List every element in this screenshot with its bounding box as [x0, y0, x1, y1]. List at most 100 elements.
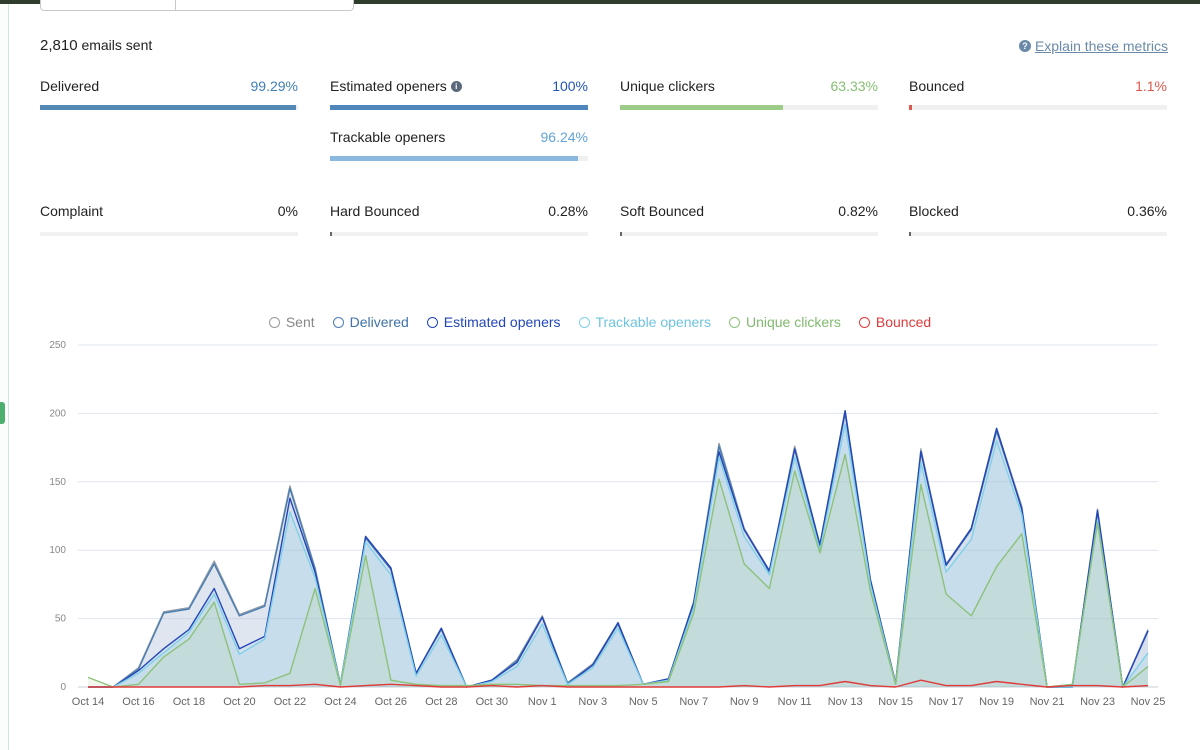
legend-item-sent[interactable]: Sent — [268, 314, 315, 330]
x-tick-label: Nov 13 — [828, 696, 863, 708]
metric-value: 0% — [277, 203, 298, 219]
metric-label: Hard Bounced — [330, 203, 420, 219]
x-tick-label: Nov 17 — [929, 696, 964, 708]
metric-track — [620, 232, 878, 236]
legend-item-trackable-openers[interactable]: Trackable openers — [578, 314, 711, 330]
metric-fill — [330, 156, 579, 161]
metric-delivered: Delivered 99.29% — [40, 77, 298, 110]
x-tick-label: Nov 5 — [629, 696, 658, 708]
series-line-trackable-openers — [88, 423, 1149, 688]
x-tick-label: Oct 26 — [375, 696, 407, 708]
legend-item-unique-clickers[interactable]: Unique clickers — [728, 314, 841, 330]
legend-marker — [578, 316, 590, 328]
tab-group[interactable] — [40, 0, 354, 11]
metric-value: 96.24% — [540, 129, 588, 145]
metric-hard-bounced: Hard Bounced 0.28% — [330, 202, 588, 236]
x-tick-label: Nov 7 — [679, 696, 708, 708]
metric-label: Trackable openers — [330, 129, 446, 145]
legend-label: Sent — [285, 314, 315, 330]
metric-label: Soft Bounced — [620, 203, 705, 219]
x-tick-label: Nov 3 — [578, 696, 607, 708]
emails-sent-count: 2,810 — [40, 37, 78, 54]
legend-marker — [858, 316, 870, 328]
metric-value: 1.1% — [1135, 78, 1167, 94]
metric-fill — [909, 232, 911, 236]
legend-label: Delivered — [349, 314, 409, 330]
x-tick-label: Oct 30 — [476, 696, 508, 708]
metric-track — [909, 232, 1167, 236]
metric-track — [330, 105, 588, 110]
legend-label: Unique clickers — [745, 314, 841, 330]
metric-track — [909, 105, 1167, 110]
x-tick-label: Nov 11 — [778, 696, 812, 708]
metric-blocked: Blocked 0.36% — [909, 202, 1167, 236]
metric-fill — [330, 232, 332, 236]
top-bar — [0, 0, 1200, 4]
metric-label: Delivered — [40, 78, 100, 94]
metric-label: Blocked — [909, 203, 959, 219]
metric-track — [40, 105, 298, 110]
metric-track — [620, 105, 878, 110]
metric-fill — [620, 232, 623, 236]
metric-trackable-openers: Trackable openers 96.24% — [330, 128, 588, 161]
metric-label: Estimated openers — [330, 78, 447, 94]
metric-track — [330, 156, 588, 161]
x-tick-label: Oct 20 — [223, 696, 255, 708]
series-line-unique-clickers — [87, 453, 1149, 688]
y-tick-label: 0 — [60, 682, 66, 693]
metric-fill — [330, 105, 588, 110]
y-tick-label: 200 — [49, 408, 66, 419]
metric-bounced: Bounced 1.1% — [909, 77, 1167, 110]
legend-item-bounced[interactable]: Bounced — [858, 314, 932, 330]
legend-label: Estimated openers — [443, 314, 561, 330]
left-rail — [0, 4, 9, 750]
explain-metrics-link[interactable]: ? Explain these metrics — [1018, 38, 1168, 54]
x-tick-label: Oct 24 — [324, 696, 356, 708]
metric-label: Unique clickers — [620, 78, 715, 94]
legend-item-delivered[interactable]: Delivered — [332, 314, 409, 330]
metric-unique-clickers: Unique clickers 63.33% — [620, 77, 878, 110]
legend-marker — [268, 316, 280, 328]
x-tick-label: Nov 21 — [1030, 696, 1065, 708]
metric-value: 99.29% — [250, 78, 298, 94]
legend-item-estimated-openers[interactable]: Estimated openers — [426, 314, 561, 330]
chart-legend: Sent Delivered Estimated openers Trackab… — [0, 314, 1200, 330]
metric-track — [40, 232, 298, 236]
metric-value: 100% — [552, 78, 588, 94]
x-tick-label: Oct 28 — [425, 696, 457, 708]
legend-marker — [728, 316, 740, 328]
x-tick-label: Oct 22 — [274, 696, 306, 708]
series-area-unique-clickers — [88, 454, 1148, 687]
metric-track — [330, 232, 588, 236]
explain-metrics-label: Explain these metrics — [1034, 38, 1168, 54]
x-tick-label: Oct 14 — [72, 696, 104, 708]
legend-marker — [332, 316, 344, 328]
legend-label: Bounced — [875, 314, 932, 330]
tab-divider — [175, 0, 176, 10]
metric-label: Bounced — [909, 78, 965, 94]
x-tick-label: Nov 23 — [1080, 696, 1115, 708]
emails-sent-label: emails sent — [81, 37, 153, 53]
x-tick-label: Nov 19 — [979, 696, 1014, 708]
metric-fill — [909, 105, 912, 110]
metric-soft-bounced: Soft Bounced 0.82% — [620, 202, 878, 236]
metric-estimated-openers: Estimated openers i 100% — [330, 77, 588, 110]
metric-value: 63.33% — [830, 78, 878, 94]
x-tick-label: Nov 25 — [1131, 696, 1166, 708]
y-tick-label: 150 — [49, 477, 66, 488]
x-tick-label: Nov 15 — [878, 696, 913, 708]
emails-sent-summary: 2,810 emails sent — [40, 37, 152, 54]
rail-handle[interactable] — [0, 402, 5, 424]
metric-value: 0.82% — [838, 203, 878, 219]
x-tick-label: Oct 18 — [173, 696, 205, 708]
metric-label: Complaint — [40, 203, 104, 219]
metric-fill — [40, 105, 297, 110]
info-icon[interactable]: i — [450, 80, 462, 92]
y-tick-label: 50 — [55, 614, 67, 625]
y-tick-label: 250 — [49, 340, 66, 351]
metric-complaint: Complaint 0% — [40, 202, 298, 236]
metric-value: 0.36% — [1127, 203, 1167, 219]
legend-label: Trackable openers — [595, 314, 711, 330]
metric-fill — [620, 105, 784, 110]
metric-value: 0.28% — [548, 203, 588, 219]
